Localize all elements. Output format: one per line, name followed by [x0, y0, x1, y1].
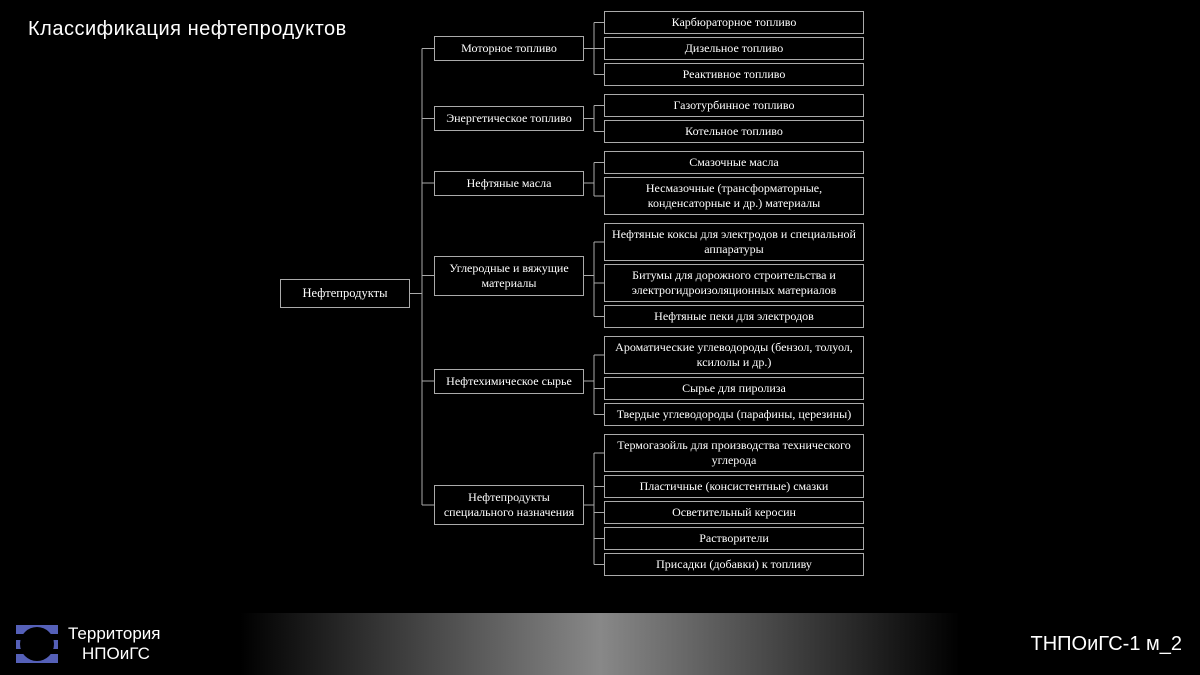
leaf-node: Сырье для пиролиза: [604, 377, 864, 400]
category-row: Энергетическое топливо Газотурбинное топл…: [434, 93, 864, 144]
leaf-node: Нефтяные пеки для электродов: [604, 305, 864, 328]
category-bracket: [584, 336, 604, 426]
leaf-node: Твердые углеводороды (парафины, церезины…: [604, 403, 864, 426]
leaf-node: Котельное топливо: [604, 120, 864, 143]
footer-code: ТНПОиГС-1 м_2: [1031, 633, 1182, 656]
category-node: Углеродные и вяжущие материалы: [434, 256, 584, 296]
leaf-node: Несмазочные (трансформаторные, конденсат…: [604, 177, 864, 215]
category-bracket: [584, 11, 604, 86]
category-bracket: [584, 434, 604, 576]
category-node: Энергетическое топливо: [434, 106, 584, 131]
root-node: Нефтепродукты: [280, 279, 410, 308]
category-bracket: [584, 151, 604, 215]
root-bracket: [410, 10, 434, 577]
leaf-node: Растворители: [604, 527, 864, 550]
leaf-node: Нефтяные коксы для электродов и специаль…: [604, 223, 864, 261]
children-col: Смазочные масла Несмазочные (трансформато…: [604, 151, 864, 215]
footer-left: Территория НПОиГС: [14, 621, 171, 667]
footer-bar: Территория НПОиГС ТНПОиГС-1 м_2: [0, 613, 1200, 675]
category-row: Нефтепродукты специального назначения Тер…: [434, 433, 864, 577]
footer-org: Территория НПОиГС: [68, 624, 161, 663]
leaf-node: Дизельное топливо: [604, 37, 864, 60]
children-col: Ароматические углеводороды (бензол, толу…: [604, 336, 864, 426]
category-node: Нефтепродукты специального назначения: [434, 485, 584, 525]
children-col: Нефтяные коксы для электродов и специаль…: [604, 223, 864, 328]
classification-diagram: Нефтепродукты Моторное топливо Карбюратор…: [280, 10, 980, 577]
leaf-node: Карбюраторное топливо: [604, 11, 864, 34]
category-node: Моторное топливо: [434, 36, 584, 61]
category-node: Нефтяные масла: [434, 171, 584, 196]
footer-line2: НПОиГС: [68, 644, 161, 664]
children-col: Карбюраторное топливо Дизельное топливо Ре…: [604, 11, 864, 86]
category-row: Нефтяные масла Смазочные масла Несмазочные…: [434, 150, 864, 216]
category-bracket: [584, 94, 604, 143]
category-node: Нефтехимическое сырье: [434, 369, 584, 394]
leaf-node: Термогазойль для производства техническо…: [604, 434, 864, 472]
category-row: Углеродные и вяжущие материалы Нефтяные к…: [434, 222, 864, 329]
logo-icon: [16, 623, 58, 665]
leaf-node: Пластичные (консистентные) смазки: [604, 475, 864, 498]
children-col: Газотурбинное топливо Котельное топливо: [604, 94, 864, 143]
leaf-node: Ароматические углеводороды (бензол, толу…: [604, 336, 864, 374]
leaf-node: Битумы для дорожного строительства и эле…: [604, 264, 864, 302]
leaf-node: Смазочные масла: [604, 151, 864, 174]
leaf-node: Газотурбинное топливо: [604, 94, 864, 117]
category-row: Моторное топливо Карбюраторное топливо Диз…: [434, 10, 864, 87]
category-bracket: [584, 223, 604, 328]
leaf-node: Реактивное топливо: [604, 63, 864, 86]
category-row: Нефтехимическое сырье Ароматические углев…: [434, 335, 864, 427]
leaf-node: Присадки (добавки) к топливу: [604, 553, 864, 576]
footer-line1: Территория: [68, 624, 161, 644]
leaf-node: Осветительный керосин: [604, 501, 864, 524]
children-col: Термогазойль для производства техническо…: [604, 434, 864, 576]
